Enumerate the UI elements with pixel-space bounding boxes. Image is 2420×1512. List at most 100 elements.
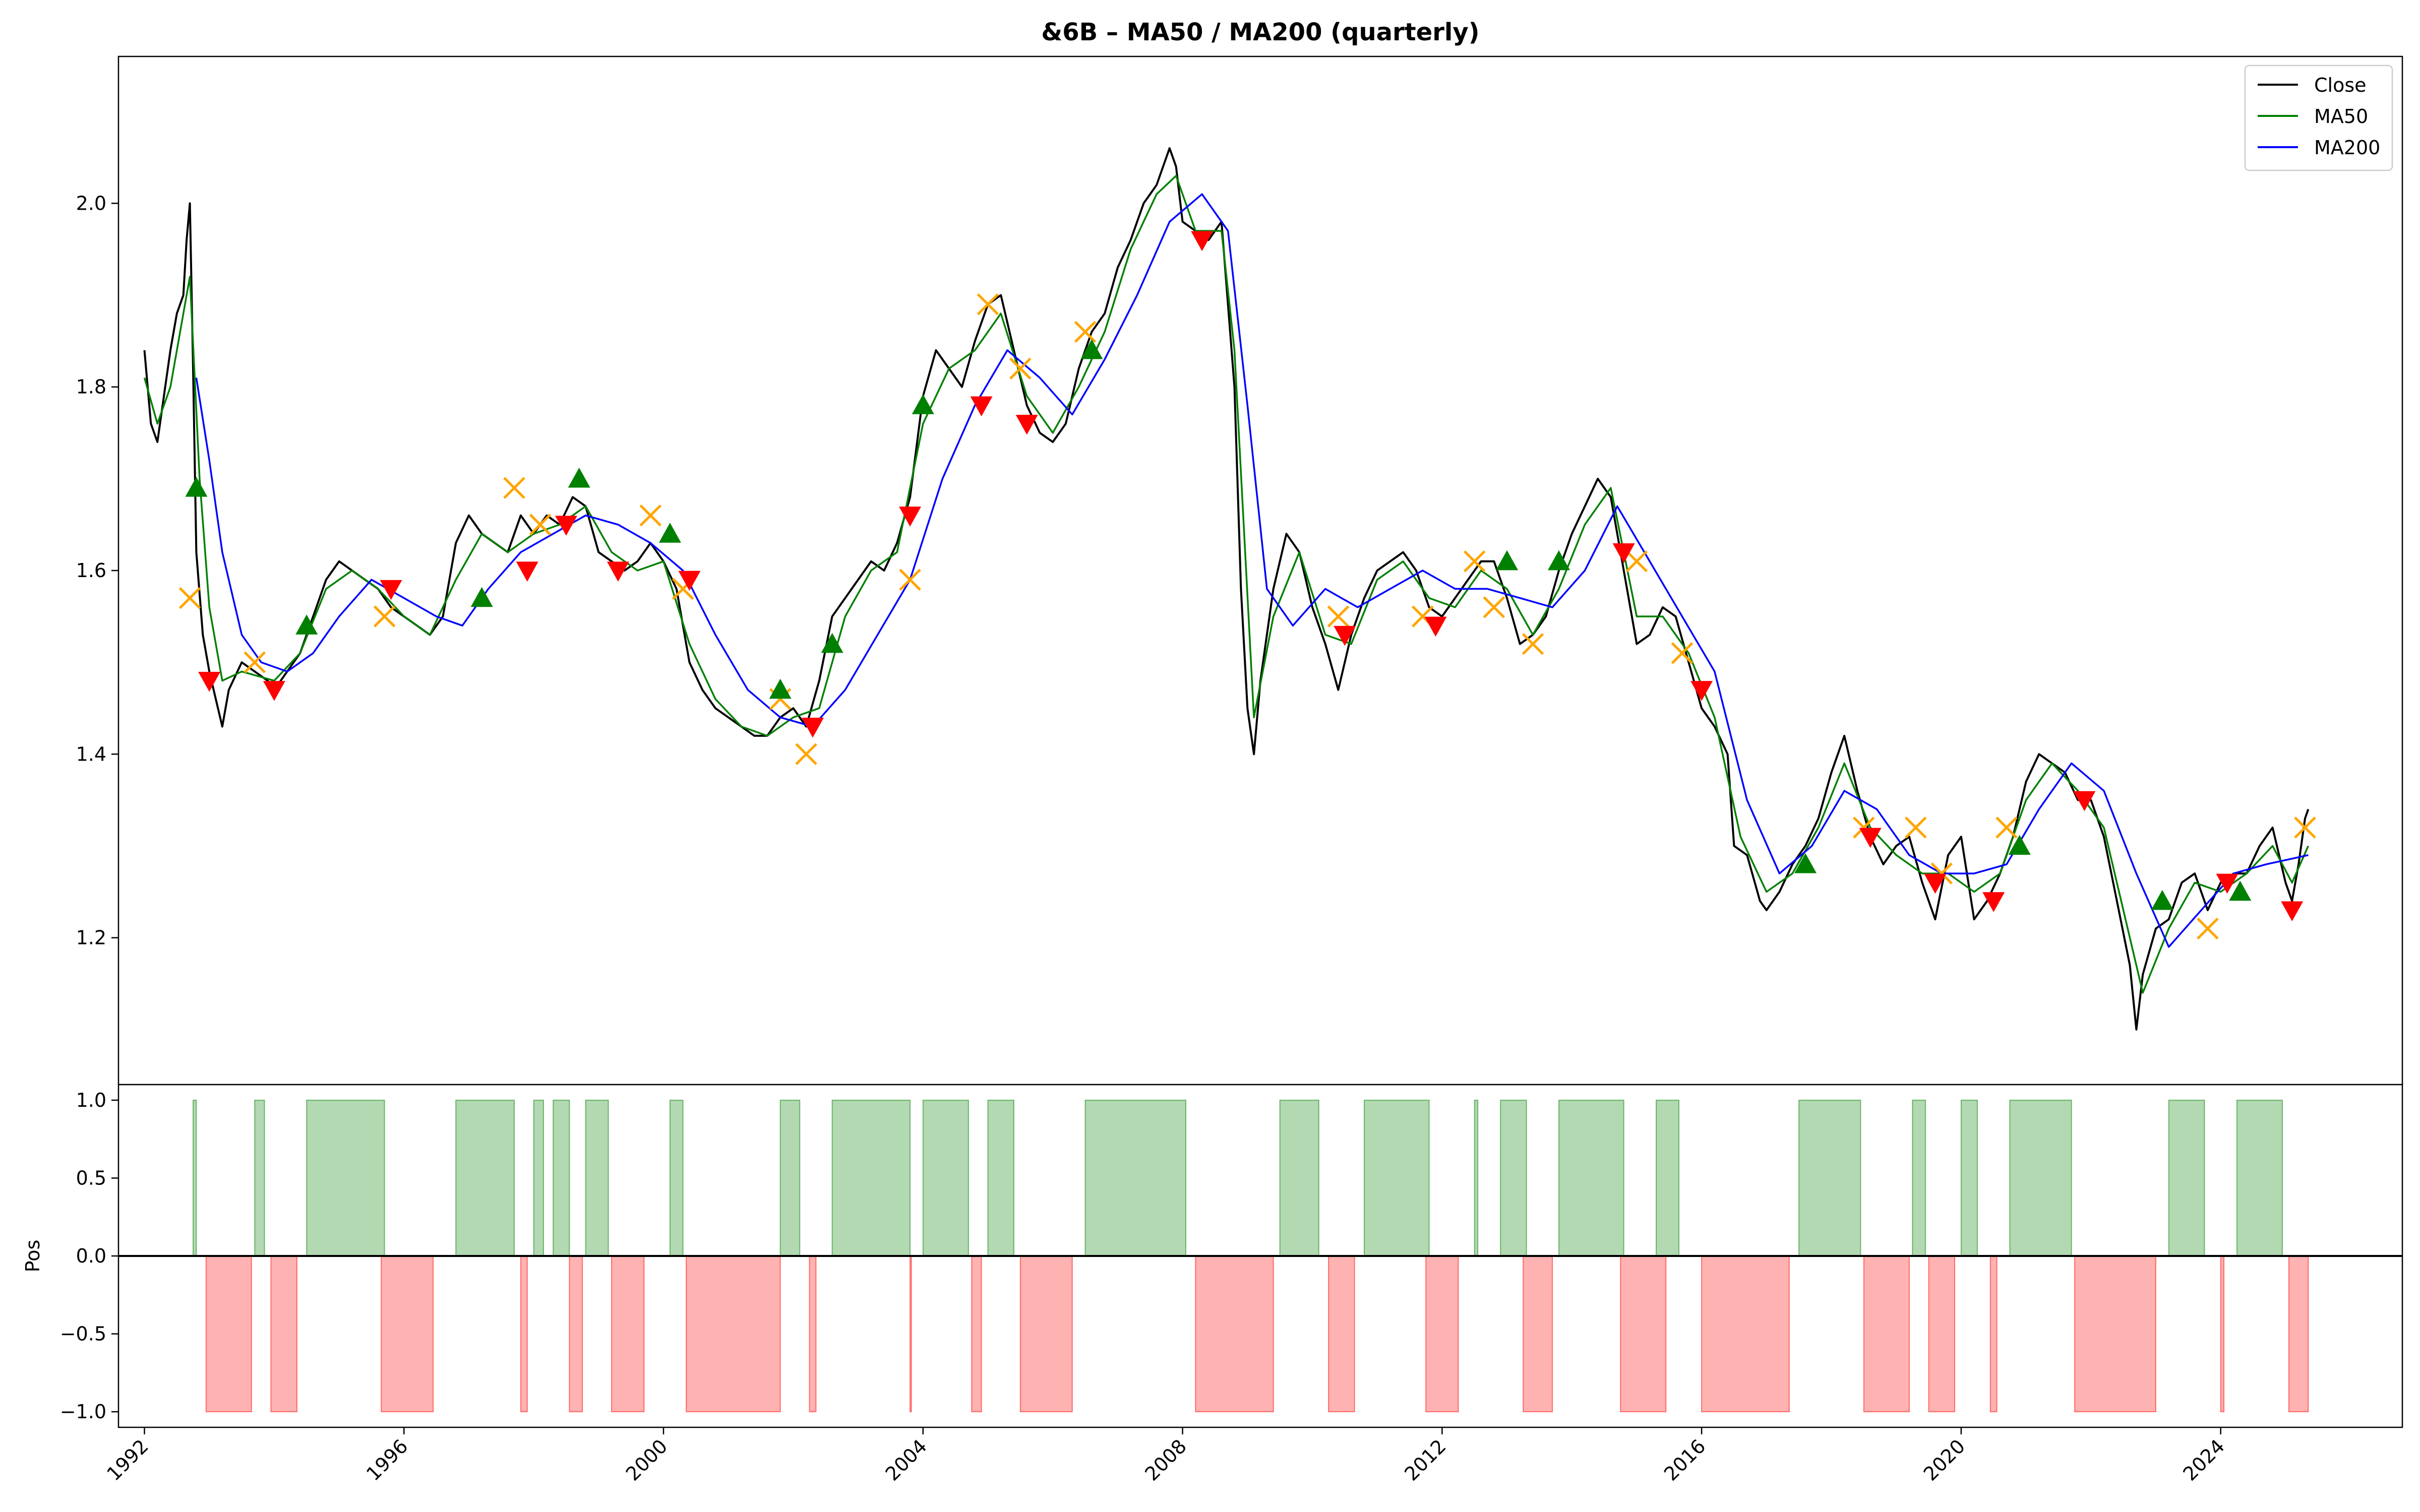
sell-marker xyxy=(2281,901,2304,921)
buy-marker xyxy=(2008,835,2031,855)
exit-marker xyxy=(977,293,999,316)
short-position-span xyxy=(910,1255,912,1413)
long-position-span xyxy=(1084,1099,1187,1257)
legend: Close MA50 MA200 xyxy=(2244,65,2393,171)
sell-marker xyxy=(970,396,993,417)
position-y-tick-label: −1.0 xyxy=(60,1401,106,1423)
short-position-span xyxy=(1019,1255,1073,1413)
long-position-span xyxy=(1656,1099,1680,1257)
buy-marker xyxy=(912,394,934,414)
exit-marker xyxy=(373,605,396,627)
exit-marker xyxy=(1625,550,1648,573)
exit-marker xyxy=(899,569,921,591)
price-y-tick-label: 2.0 xyxy=(76,192,106,214)
sell-marker xyxy=(1334,625,1356,646)
sell-marker xyxy=(1982,892,2005,912)
price-y-tick-label: 1.8 xyxy=(76,376,106,398)
position-y-tick-label: 0.0 xyxy=(76,1245,106,1267)
buy-marker xyxy=(1080,339,1103,359)
long-position-span xyxy=(192,1099,197,1257)
short-position-span xyxy=(2074,1255,2156,1413)
position-fills xyxy=(192,1099,2309,1413)
short-position-span xyxy=(2220,1255,2225,1413)
position-panel-frame xyxy=(117,1084,2403,1428)
buy-marker xyxy=(470,587,493,607)
position-panel: −1.0−0.50.00.51.0 1992 1996 2000 2004 2008 20… xyxy=(22,1084,2403,1485)
short-position-span xyxy=(971,1255,982,1413)
sell-marker xyxy=(1191,231,1214,251)
exit-marker xyxy=(2197,917,2219,940)
exit-marker xyxy=(503,477,525,499)
exit-marker xyxy=(795,743,817,766)
buy-marker xyxy=(2229,880,2252,901)
buy-marker xyxy=(658,523,681,543)
sell-marker xyxy=(1690,681,1713,701)
exit-marker xyxy=(1009,357,1032,380)
sell-marker xyxy=(899,507,922,527)
position-y-tick-label: −0.5 xyxy=(60,1323,106,1345)
exit-marker xyxy=(1074,321,1097,343)
position-y-tick-label: 1.0 xyxy=(76,1089,106,1111)
short-position-span xyxy=(1195,1255,1274,1413)
sell-marker xyxy=(802,718,824,738)
long-position-span xyxy=(2236,1099,2283,1257)
position-y-label: Pos xyxy=(22,1240,44,1273)
exit-marker xyxy=(639,504,662,527)
legend-label-ma200: MA200 xyxy=(2314,137,2380,159)
sell-marker xyxy=(1859,828,1882,848)
long-position-span xyxy=(553,1099,570,1257)
exit-marker xyxy=(1522,633,1544,655)
exit-marker xyxy=(2294,816,2316,839)
short-position-span xyxy=(686,1255,781,1413)
buy-marker xyxy=(1496,550,1519,571)
short-position-span xyxy=(1328,1255,1355,1413)
sell-marker xyxy=(2216,873,2238,894)
exit-marker xyxy=(244,651,266,673)
short-position-span xyxy=(1989,1255,1998,1413)
short-position-span xyxy=(569,1255,583,1413)
signal-markers xyxy=(178,231,2316,940)
exit-marker xyxy=(178,587,201,609)
sell-marker xyxy=(1612,543,1635,563)
price-y-axis: 1.2 1.4 1.6 1.8 2.0 xyxy=(76,192,118,949)
long-position-span xyxy=(1279,1099,1319,1257)
long-position-span xyxy=(455,1099,515,1257)
buy-marker xyxy=(769,678,792,699)
short-position-span xyxy=(270,1255,297,1413)
long-position-span xyxy=(1558,1099,1624,1257)
price-y-tick-label: 1.4 xyxy=(76,743,106,765)
sell-marker xyxy=(1424,616,1447,637)
short-position-span xyxy=(381,1255,434,1413)
long-position-span xyxy=(1500,1099,1527,1257)
sell-marker xyxy=(678,571,701,591)
long-position-span xyxy=(1960,1099,1978,1257)
sell-marker xyxy=(516,561,538,582)
long-position-span xyxy=(306,1099,385,1257)
sell-marker xyxy=(607,561,629,582)
long-position-span xyxy=(1798,1099,1861,1257)
long-position-span xyxy=(2168,1099,2205,1257)
chart-title: &6B – MA50 / MA200 (quarterly) xyxy=(1041,18,1479,46)
short-position-span xyxy=(520,1255,528,1413)
long-position-span xyxy=(254,1099,265,1257)
exit-marker xyxy=(1905,816,1927,839)
buy-marker xyxy=(821,633,843,653)
short-position-span xyxy=(1620,1255,1667,1413)
long-position-span xyxy=(987,1099,1014,1257)
long-position-span xyxy=(585,1099,609,1257)
buy-marker xyxy=(1547,550,1570,571)
long-position-span xyxy=(669,1099,684,1257)
buy-marker xyxy=(2151,890,2173,910)
long-position-span xyxy=(779,1099,801,1257)
price-panel: 1.2 1.4 1.6 1.8 2.0 Close MA50 MA200 xyxy=(76,55,2403,1086)
short-position-span xyxy=(1523,1255,1553,1413)
buy-marker xyxy=(1794,853,1817,873)
short-position-span xyxy=(1928,1255,1956,1413)
long-position-span xyxy=(831,1099,911,1257)
short-position-span xyxy=(809,1255,817,1413)
short-position-span xyxy=(1425,1255,1459,1413)
exit-marker xyxy=(1995,816,2018,839)
short-position-span xyxy=(205,1255,252,1413)
exit-marker xyxy=(1463,550,1486,573)
price-y-tick-label: 1.2 xyxy=(76,927,106,949)
